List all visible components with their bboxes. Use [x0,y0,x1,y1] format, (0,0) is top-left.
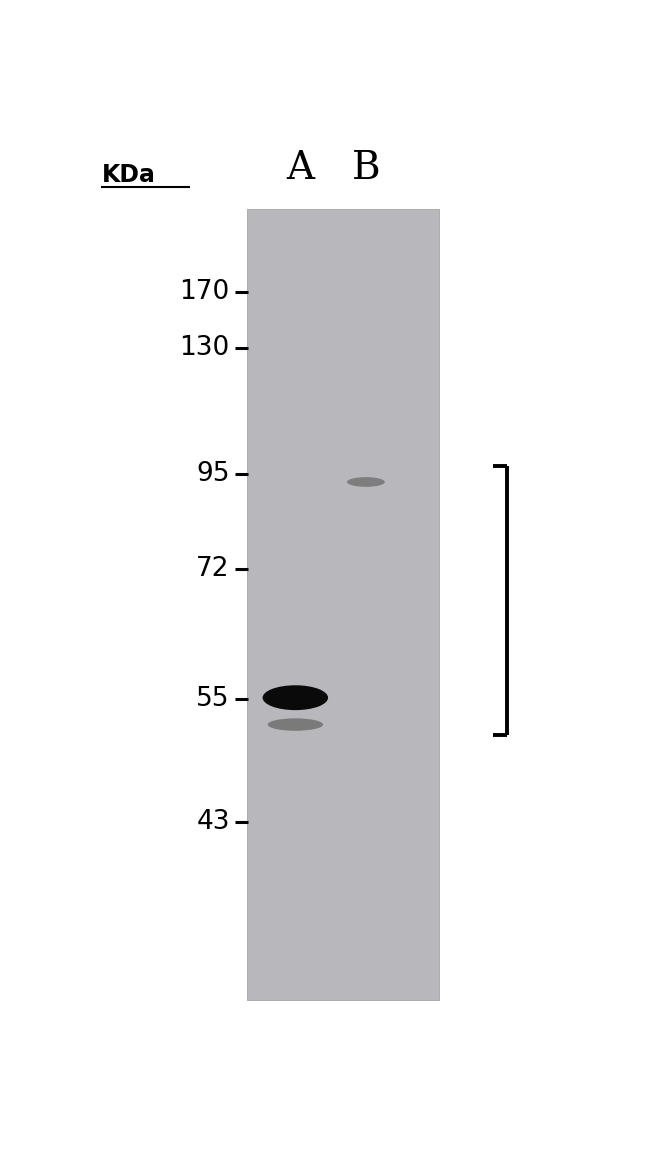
Text: 55: 55 [196,686,230,713]
Ellipse shape [268,689,323,707]
Ellipse shape [268,718,323,731]
Text: A: A [287,150,315,187]
Text: 72: 72 [196,556,230,582]
Ellipse shape [347,477,385,487]
Ellipse shape [276,692,315,703]
Text: KDa: KDa [101,164,155,187]
Text: 130: 130 [179,334,230,361]
Ellipse shape [263,685,328,710]
Text: 43: 43 [196,808,230,835]
Text: 95: 95 [196,461,230,487]
Text: B: B [352,150,380,187]
Bar [248,210,439,1000]
Text: 170: 170 [179,279,230,306]
